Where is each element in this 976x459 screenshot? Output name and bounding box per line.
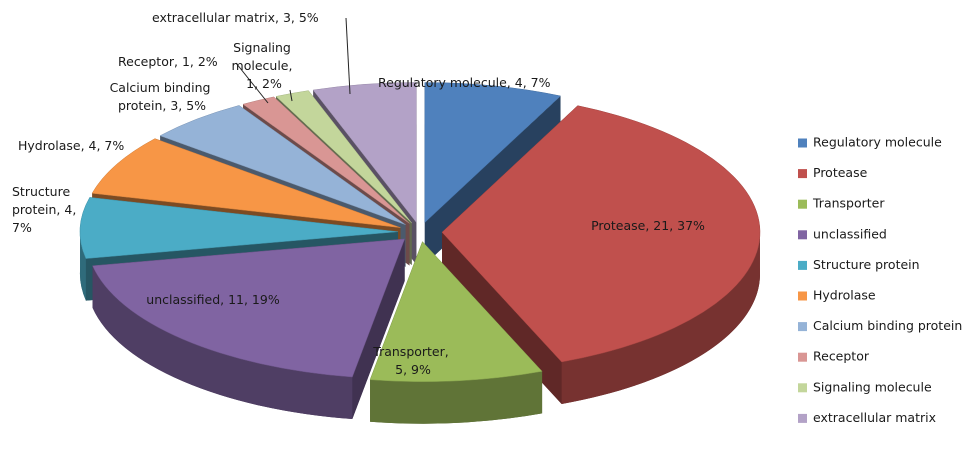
slice-side bbox=[352, 238, 405, 420]
legend-swatch bbox=[798, 413, 807, 423]
pie bbox=[79, 82, 761, 424]
data-label: Receptor, 1, 2% bbox=[118, 54, 218, 69]
slice bbox=[92, 238, 406, 378]
slice-wall bbox=[561, 232, 760, 404]
data-label: Hydrolase, 4, 7% bbox=[18, 138, 124, 153]
legend-label: extracellular matrix bbox=[813, 410, 936, 425]
legend-swatch bbox=[798, 199, 807, 209]
slice-group bbox=[369, 241, 543, 424]
slice-group bbox=[441, 105, 761, 404]
legend-swatch bbox=[798, 291, 807, 301]
slice bbox=[91, 138, 401, 228]
slice bbox=[424, 82, 562, 224]
leader-line bbox=[289, 89, 293, 102]
slice bbox=[312, 82, 417, 224]
legend-swatch bbox=[798, 260, 807, 270]
legend-label: Signaling molecule bbox=[813, 379, 932, 394]
slice bbox=[275, 90, 412, 224]
legend-label: Receptor bbox=[813, 349, 870, 364]
slice bbox=[369, 241, 543, 382]
data-label: extracellular matrix, 3, 5% bbox=[152, 10, 319, 25]
legend-swatch bbox=[798, 138, 807, 148]
legend-label: Protease bbox=[813, 165, 868, 180]
slice-wall bbox=[92, 265, 353, 420]
legend-label: Calcium binding protein bbox=[813, 318, 962, 333]
data-label: Structure protein, 4, 7% bbox=[12, 184, 80, 235]
legend-label: Hydrolase bbox=[813, 288, 876, 303]
slice-group bbox=[92, 238, 406, 420]
data-label: Calcium binding protein, 3, 5% bbox=[110, 80, 215, 113]
slice-wall bbox=[370, 371, 543, 424]
legend-label: unclassified bbox=[813, 226, 887, 241]
slice bbox=[159, 105, 406, 225]
legend-swatch bbox=[798, 322, 807, 332]
data-label: Protease, 21, 37% bbox=[591, 218, 705, 233]
slice bbox=[79, 197, 399, 259]
legend-label: Regulatory molecule bbox=[813, 135, 942, 150]
leader-line bbox=[345, 17, 351, 95]
data-label: Transporter, 5, 9% bbox=[372, 344, 452, 377]
leader-line bbox=[235, 62, 269, 104]
legend-swatch bbox=[798, 383, 807, 393]
slice-wall bbox=[80, 231, 86, 301]
data-label: Signaling molecule, 1, 2% bbox=[232, 40, 297, 91]
slice bbox=[242, 96, 410, 224]
data-label: Regulatory molecule, 4, 7% bbox=[378, 75, 551, 90]
legend-swatch bbox=[798, 230, 807, 240]
legend-label: Transporter bbox=[812, 196, 885, 211]
legend-swatch bbox=[798, 352, 807, 362]
data-label: unclassified, 11, 19% bbox=[146, 292, 280, 307]
data-labels: Regulatory molecule, 4, 7% Protease, 21, … bbox=[12, 10, 705, 377]
slice bbox=[441, 105, 761, 363]
legend-swatch bbox=[798, 169, 807, 179]
legend-label: Structure protein bbox=[813, 257, 920, 272]
legend: Regulatory molecule Protease Transporter un… bbox=[798, 135, 962, 425]
